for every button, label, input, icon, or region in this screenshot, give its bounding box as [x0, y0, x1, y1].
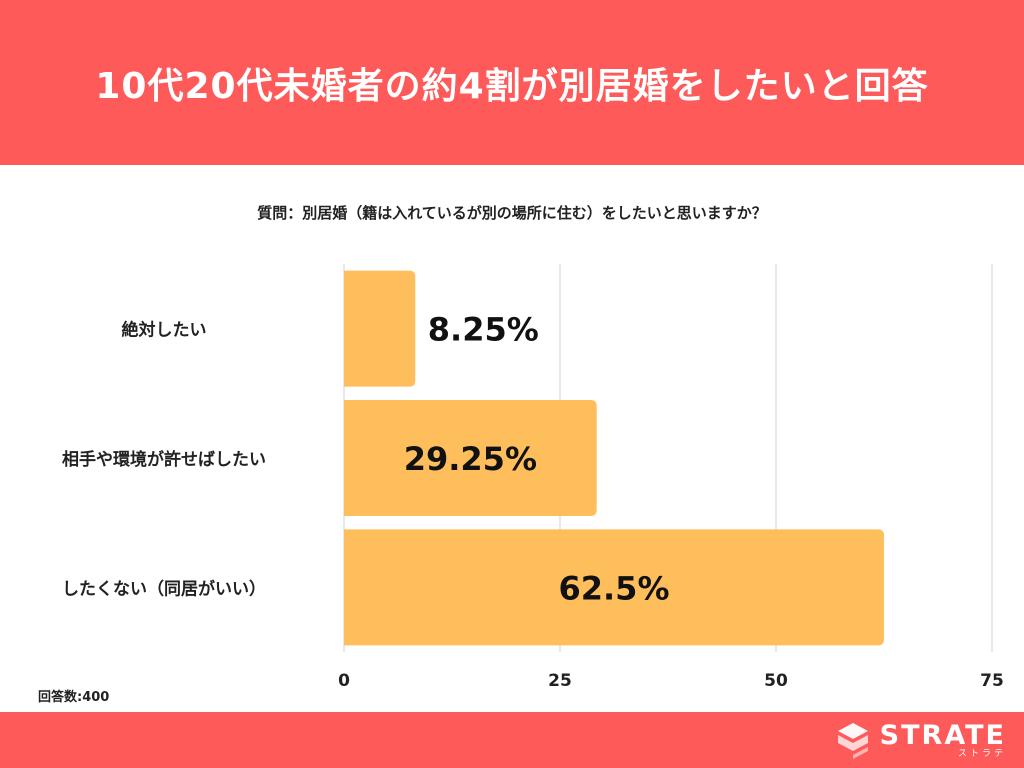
brand-name: STRATE	[879, 719, 1006, 751]
x-tick-label: 0	[338, 671, 350, 691]
bar	[344, 400, 597, 516]
x-tick-label: 50	[764, 671, 788, 691]
category-label: 絶対したい	[122, 320, 207, 341]
brand-subname: ストラテ	[957, 748, 1006, 759]
category-label: したくない（同居がいい）	[62, 578, 266, 599]
x-tick-label: 75	[980, 671, 1004, 691]
strate-logo-icon	[837, 723, 868, 759]
header-banner: 10代20代未婚者の約4割が別居婚をしたいと回答	[0, 0, 1024, 165]
footer-banner: STRATE ストラテ	[0, 712, 1024, 768]
category-label: 相手や環境が許せばしたい	[62, 449, 266, 470]
bar	[344, 529, 884, 646]
bar	[344, 270, 416, 387]
brand-logo: STRATE ストラテ	[834, 718, 1006, 762]
value-label: 29.25%	[404, 440, 537, 478]
bar-chart: 0 25 50 75 絶対したい 8.25% 相手や環境が許せばしたい 29.25% したくない…	[62, 264, 1004, 691]
x-tick-label: 25	[548, 671, 572, 691]
page-title: 10代20代未婚者の約4割が別居婚をしたいと回答	[95, 65, 929, 107]
survey-question: 質問：別居婚（籍は入れているが別の場所に住む）をしたいと思いますか？	[257, 204, 767, 222]
value-label: 8.25%	[428, 311, 539, 349]
answer-count: 回答数:400	[38, 690, 110, 705]
value-label: 62.5%	[558, 569, 669, 607]
